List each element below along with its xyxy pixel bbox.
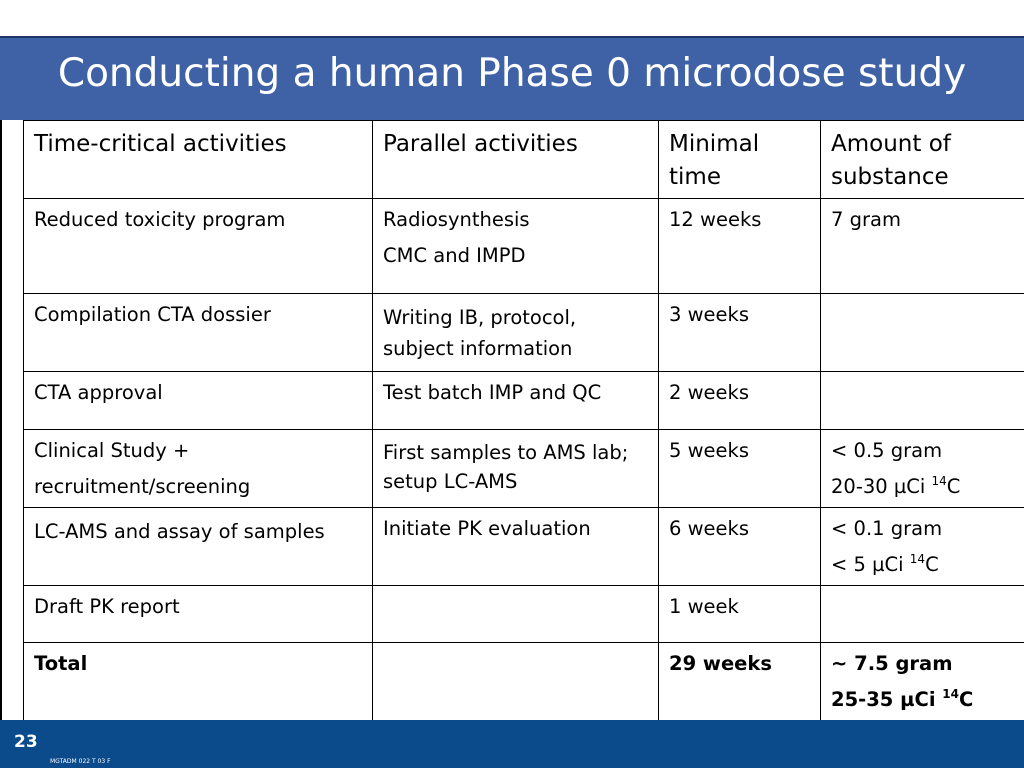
schedule-table: Time-critical activities Parallel activi… [23,120,1024,721]
cell-parallel [372,585,659,643]
cell-activity: Clinical Study + recruitment/screening [23,429,373,508]
cell-time: 2 weeks [658,371,821,430]
cell-amount [820,585,1024,643]
table-total-row: Total 29 weeks ~ 7.5 gram 25-35 µCi 14C [23,642,1024,721]
footer-bar: 23 MGTADM 022 T 03 F [0,720,1024,768]
cell-activity: CTA approval [23,371,373,430]
cell-time: 6 weeks [658,507,821,586]
cell-total-time: 29 weeks [658,642,821,721]
table-row: Draft PK report 1 week [23,585,1024,643]
document-code: MGTADM 022 T 03 F [50,758,111,765]
cell-parallel: Writing IB, protocol, subject informatio… [372,293,659,372]
table-row: Reduced toxicity program Radiosynthesis … [23,198,1024,294]
cell-time: 3 weeks [658,293,821,372]
page-number: 23 [14,732,38,752]
cell-amount: 7 gram [820,198,1024,294]
table-row: CTA approval Test batch IMP and QC 2 wee… [23,371,1024,430]
cell-time: 12 weeks [658,198,821,294]
cell-amount [820,293,1024,372]
header-parallel: Parallel activities [372,120,659,199]
cell-parallel: Radiosynthesis CMC and IMPD [372,198,659,294]
cell-parallel: First samples to AMS lab; setup LC-AMS [372,429,659,508]
slide-title: Conducting a human Phase 0 microdose stu… [57,51,967,96]
left-margin-column [0,120,24,720]
table-header-row: Time-critical activities Parallel activi… [23,120,1024,199]
title-bar: Conducting a human Phase 0 microdose stu… [0,36,1024,120]
header-minimal-time: Minimal time [658,120,821,199]
cell-parallel: Initiate PK evaluation [372,507,659,586]
cell-activity: Reduced toxicity program [23,198,373,294]
cell-activity: LC-AMS and assay of samples [23,507,373,586]
cell-total-label: Total [23,642,373,721]
cell-total-amount: ~ 7.5 gram 25-35 µCi 14C [820,642,1024,721]
table-row: LC-AMS and assay of samples Initiate PK … [23,507,1024,586]
header-time-critical: Time-critical activities [23,120,373,199]
cell-amount [820,371,1024,430]
cell-parallel [372,642,659,721]
cell-activity: Draft PK report [23,585,373,643]
header-amount: Amount of substance [820,120,1024,199]
cell-amount: < 0.5 gram 20-30 µCi 14C [820,429,1024,508]
cell-time: 5 weeks [658,429,821,508]
table-row: Clinical Study + recruitment/screening F… [23,429,1024,508]
cell-activity: Compilation CTA dossier [23,293,373,372]
cell-parallel: Test batch IMP and QC [372,371,659,430]
cell-time: 1 week [658,585,821,643]
table-row: Compilation CTA dossier Writing IB, prot… [23,293,1024,372]
cell-amount: < 0.1 gram < 5 µCi 14C [820,507,1024,586]
